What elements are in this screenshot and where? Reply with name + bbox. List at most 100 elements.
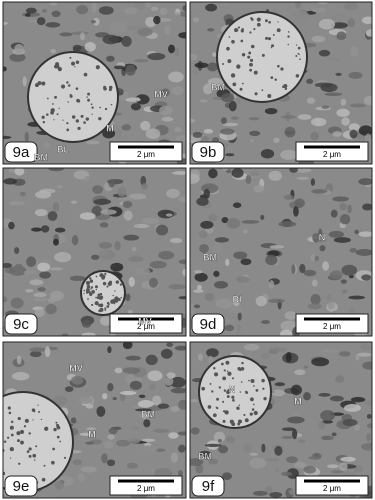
organelle <box>29 347 46 353</box>
chromatin <box>56 423 60 427</box>
organelle <box>81 332 96 336</box>
organelle <box>107 346 112 354</box>
organelle <box>78 396 93 405</box>
chromatin <box>80 114 84 118</box>
organelle <box>9 265 27 276</box>
organelle <box>291 264 296 275</box>
chromatin <box>9 457 12 459</box>
chromatin <box>262 387 265 390</box>
organelle <box>366 423 372 429</box>
organelle <box>110 332 116 336</box>
organelle <box>93 198 112 205</box>
organelle <box>252 490 268 496</box>
organelle <box>311 35 326 43</box>
chromatin <box>267 37 272 41</box>
organelle <box>348 295 366 300</box>
organelle <box>214 280 229 289</box>
organelle <box>26 256 37 268</box>
organelle <box>110 21 128 33</box>
chromatin <box>216 397 220 401</box>
chromatin <box>83 293 85 295</box>
organelle <box>294 198 305 208</box>
chromatin <box>41 81 46 86</box>
organelle <box>101 453 108 464</box>
chromatin <box>261 53 265 57</box>
organelle <box>311 189 328 194</box>
organelle <box>70 417 77 424</box>
nucleus <box>27 51 119 143</box>
organelle <box>321 105 330 109</box>
organelle <box>269 245 285 249</box>
chromatin <box>3 471 6 476</box>
organelle <box>39 271 51 279</box>
organelle <box>113 65 125 70</box>
organelle <box>110 262 124 272</box>
annotation: MV <box>138 316 152 326</box>
chromatin <box>248 379 250 382</box>
organelle <box>42 141 51 148</box>
organelle <box>330 14 348 21</box>
chromatin <box>66 128 69 131</box>
chromatin <box>77 99 81 103</box>
chromatin <box>272 33 275 36</box>
organelle <box>36 368 55 377</box>
organelle <box>365 29 372 37</box>
organelle <box>318 393 331 397</box>
organelle <box>280 149 298 160</box>
organelle <box>310 294 321 305</box>
chromatin <box>8 411 12 415</box>
organelle <box>144 2 151 8</box>
organelle <box>326 293 332 301</box>
chromatin <box>83 72 88 77</box>
chromatin <box>44 426 49 431</box>
organelle <box>353 424 361 431</box>
chromatin <box>69 56 72 59</box>
chromatin <box>32 419 34 421</box>
organelle <box>222 472 233 480</box>
organelle <box>274 446 283 456</box>
organelle <box>267 298 285 303</box>
organelle <box>54 480 64 490</box>
organelle <box>8 201 26 206</box>
organelle <box>174 47 180 57</box>
organelle <box>143 419 151 428</box>
chromatin <box>250 44 255 49</box>
organelle <box>141 217 160 225</box>
organelle <box>204 443 222 447</box>
panel-border <box>189 1 373 165</box>
annotation: N <box>319 232 326 242</box>
organelle <box>11 372 30 381</box>
organelle <box>281 427 296 432</box>
organelle <box>281 435 294 440</box>
panel-border <box>189 167 373 337</box>
organelle <box>363 400 372 405</box>
organelle <box>364 133 372 145</box>
organelle <box>311 357 330 367</box>
organelle <box>98 6 114 15</box>
chromatin <box>71 115 76 119</box>
organelle <box>255 295 267 307</box>
organelle <box>338 351 351 357</box>
chromatin <box>106 305 110 308</box>
organelle <box>321 435 334 441</box>
organelle <box>260 214 265 220</box>
chromatin <box>211 390 214 393</box>
organelle <box>71 375 84 385</box>
organelle <box>160 348 173 359</box>
organelle <box>148 277 158 288</box>
chromatin <box>270 76 274 79</box>
chromatin <box>226 46 230 51</box>
chromatin <box>250 18 254 21</box>
chromatin <box>103 87 107 91</box>
organelle <box>249 171 260 177</box>
organelle <box>175 135 186 143</box>
chromatin <box>265 19 268 23</box>
organelle <box>265 254 278 266</box>
organelle <box>110 115 127 125</box>
organelle <box>198 230 208 238</box>
chromatin <box>86 284 91 289</box>
organelle <box>330 470 344 474</box>
chromatin <box>249 412 253 416</box>
organelle <box>208 168 218 179</box>
organelle <box>358 125 372 136</box>
